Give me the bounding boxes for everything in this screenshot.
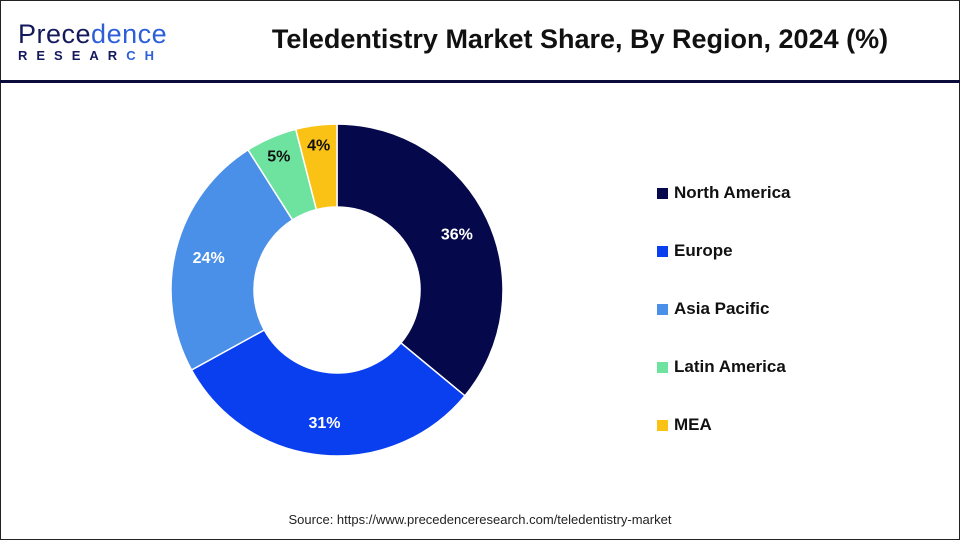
legend-item: Latin America [657,338,791,396]
legend-item: Europe [657,222,791,280]
data-label: 4% [307,138,330,155]
legend-swatch [657,419,668,431]
chart-title: Teledentistry Market Share, By Region, 2… [271,24,889,54]
legend-item: MEA [657,396,791,454]
legend-swatch [657,245,668,257]
legend-item: North America [657,164,791,222]
legend-label: Asia Pacific [674,299,770,318]
legend-label: Europe [674,241,733,260]
header: Precedence RESEARCH Teledentistry Market… [0,0,960,83]
slice-asia-pacific [170,148,294,371]
slice-north-america [336,123,504,397]
legend-label: MEA [674,415,712,434]
precedence-research-logo: Precedence RESEARCH [18,19,168,63]
legend-swatch [657,303,668,315]
slice-mea [294,123,338,211]
legend-item: Asia Pacific [657,280,791,338]
data-label: 24% [193,250,225,267]
data-label: 36% [441,227,473,244]
legend-swatch [657,361,668,373]
legend-label: Latin America [674,357,786,376]
slice-europe [190,328,466,457]
data-label: 31% [309,415,341,432]
data-label: 5% [267,149,290,166]
source-note: Source: https://www.precedenceresearch.c… [288,512,672,527]
legend-label: North America [674,183,791,202]
legend-swatch [657,187,668,199]
legend: North America Europe Asia Pacific Latin Ame… [657,164,791,454]
